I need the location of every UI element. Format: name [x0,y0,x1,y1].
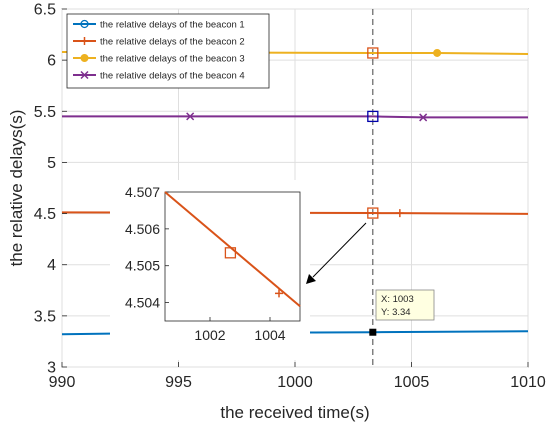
x-tick-label: 990 [49,374,76,391]
inset-x-tick-label: 1002 [194,327,225,343]
zoom-inset: 4.504 4.505 4.506 4.507 1002 1004 [110,180,367,360]
x-marker [80,70,89,80]
inset-y-tick-label: 4.506 [125,221,160,237]
datatip-y-label: Y: 3.34 [381,307,411,318]
inset-y-tick-label: 4.504 [125,295,160,311]
highlight-square [367,110,379,123]
inset-y-tick-label: 4.505 [125,258,160,274]
dot-marker [433,48,442,57]
datatip-x-label: X: 1003 [381,294,414,305]
y-tick-label: 4 [47,257,56,274]
inset-frame [164,191,301,322]
y-tick-label: 4.5 [34,206,56,223]
y-tick-label: 5.5 [34,104,56,121]
x-tick-label: 1005 [394,374,430,391]
x-axis-label: the received time(s) [220,403,369,422]
legend-label: the relative delays of the beacon 3 [100,54,245,65]
legend-box [66,13,270,89]
datatip-marker [369,328,377,336]
x-tick-label: 995 [165,374,192,391]
highlight-square [367,47,379,59]
y-tick-label: 3 [47,360,56,377]
x-tick-label: 1000 [277,374,313,391]
inset-highlight-square [224,247,237,259]
legend: the relative delays of the beacon 1 the r… [66,13,270,89]
x-marker [186,112,195,121]
x-marker [419,113,428,122]
datatip: X: 1003 Y: 3.34 [369,289,435,336]
zoom-arrow-line [312,222,367,278]
highlight-square [367,207,379,219]
inset-y-tick-label: 4.507 [125,184,160,200]
inset-x-tick-label: 1004 [254,327,285,343]
series-line-beacon-4 [62,115,528,119]
y-tick-label: 5 [47,155,56,172]
legend-label: the relative delays of the beacon 4 [100,71,245,82]
plus-marker [395,209,404,218]
y-axis-label: the relative delays(s) [7,110,26,267]
zoom-arrow-head [306,274,316,284]
dot-marker [80,54,89,62]
circle-marker [80,19,89,29]
axis-ticks: 990 995 1000 1005 1010 3 3.5 4 4.5 5 5.5 6 6.5 [34,2,546,392]
inset-series-line [164,191,301,308]
plus-marker [80,37,89,45]
datatip-box [375,289,435,321]
y-tick-label: 3.5 [34,308,56,325]
legend-label: the relative delays of the beacon 1 [100,20,245,31]
y-tick-label: 6 [47,53,56,70]
x-tick-label: 1010 [510,374,546,391]
legend-label: the relative delays of the beacon 2 [100,37,245,48]
plus-marker [275,289,283,298]
y-tick-label: 6.5 [34,2,56,19]
